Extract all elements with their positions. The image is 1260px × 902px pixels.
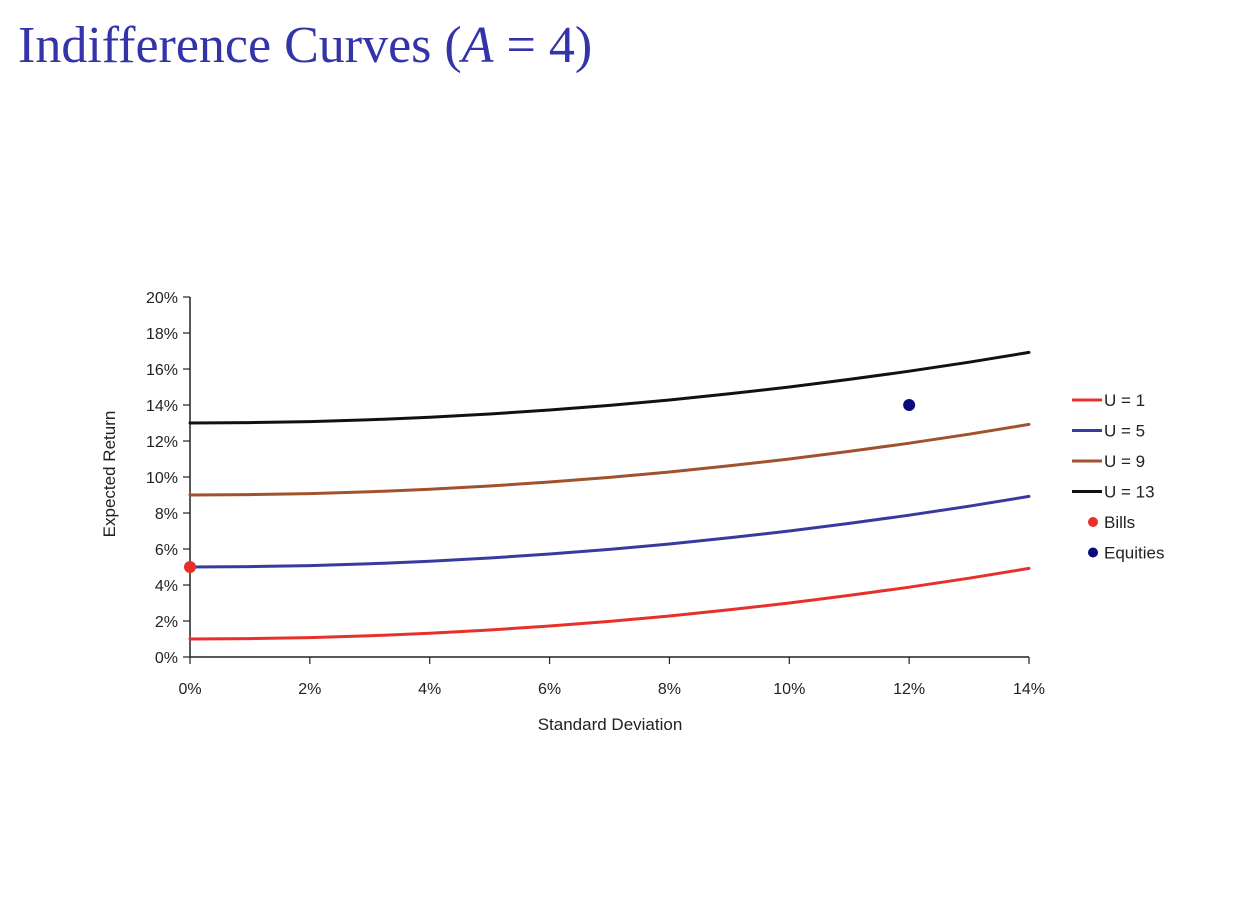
legend-swatch-dot: [1088, 517, 1098, 527]
legend-label: Bills: [1104, 513, 1135, 532]
legend-label: U = 5: [1104, 422, 1145, 441]
y-tick-label: 18%: [146, 326, 178, 343]
x-tick-label: 8%: [658, 681, 681, 698]
legend-label: Equities: [1104, 544, 1164, 563]
y-tick-label: 14%: [146, 398, 178, 415]
tick-marks: [183, 296, 1030, 664]
x-tick-label: 12%: [893, 681, 925, 698]
y-tick-label: 0%: [155, 650, 178, 667]
legend-swatch-dot: [1088, 547, 1098, 558]
y-tick-label: 6%: [155, 542, 178, 559]
y-tick-label: 2%: [155, 614, 178, 631]
x-tick-label: 2%: [298, 681, 321, 698]
y-axis-title: Expected Return: [100, 411, 119, 538]
legend-label: U = 13: [1104, 483, 1155, 502]
series-line-u13: [188, 350, 1031, 425]
title-prefix: Indifference Curves (: [18, 17, 462, 74]
series-line-u1: [188, 566, 1031, 641]
y-tick-label: 12%: [146, 434, 178, 451]
series-line-u9: [188, 422, 1031, 497]
x-tick-label: 0%: [178, 681, 201, 698]
legend-label: U = 1: [1104, 391, 1145, 410]
x-tick-label: 10%: [773, 681, 805, 698]
point-bills: [184, 561, 196, 573]
y-tick-label: 10%: [146, 470, 178, 487]
data-points: [184, 399, 916, 573]
slide-title: Indifference Curves (A = 4): [18, 10, 592, 82]
legend: U = 1 U = 5 U = 9 U = 13 Bills Equities: [1072, 391, 1164, 563]
x-axis-title: Standard Deviation: [538, 715, 683, 734]
point-equities: [903, 399, 916, 411]
title-suffix: = 4): [493, 17, 593, 74]
legend-label: U = 9: [1104, 452, 1145, 471]
x-tick-label: 4%: [418, 681, 441, 698]
tick-labels: 0% 2% 4% 6% 8% 10% 12% 14% 16% 18% 20% 0% 2% 4% 6% 8% 10…: [146, 290, 1045, 698]
y-tick-label: 8%: [155, 506, 178, 523]
y-tick-label: 4%: [155, 578, 178, 595]
y-tick-label: 16%: [146, 362, 178, 379]
x-tick-label: 6%: [538, 681, 561, 698]
title-variable: A: [461, 17, 494, 74]
series-line-u5: [188, 494, 1031, 569]
y-tick-label: 20%: [146, 290, 178, 307]
series-lines: [188, 350, 1031, 641]
x-tick-label: 14%: [1013, 681, 1045, 698]
